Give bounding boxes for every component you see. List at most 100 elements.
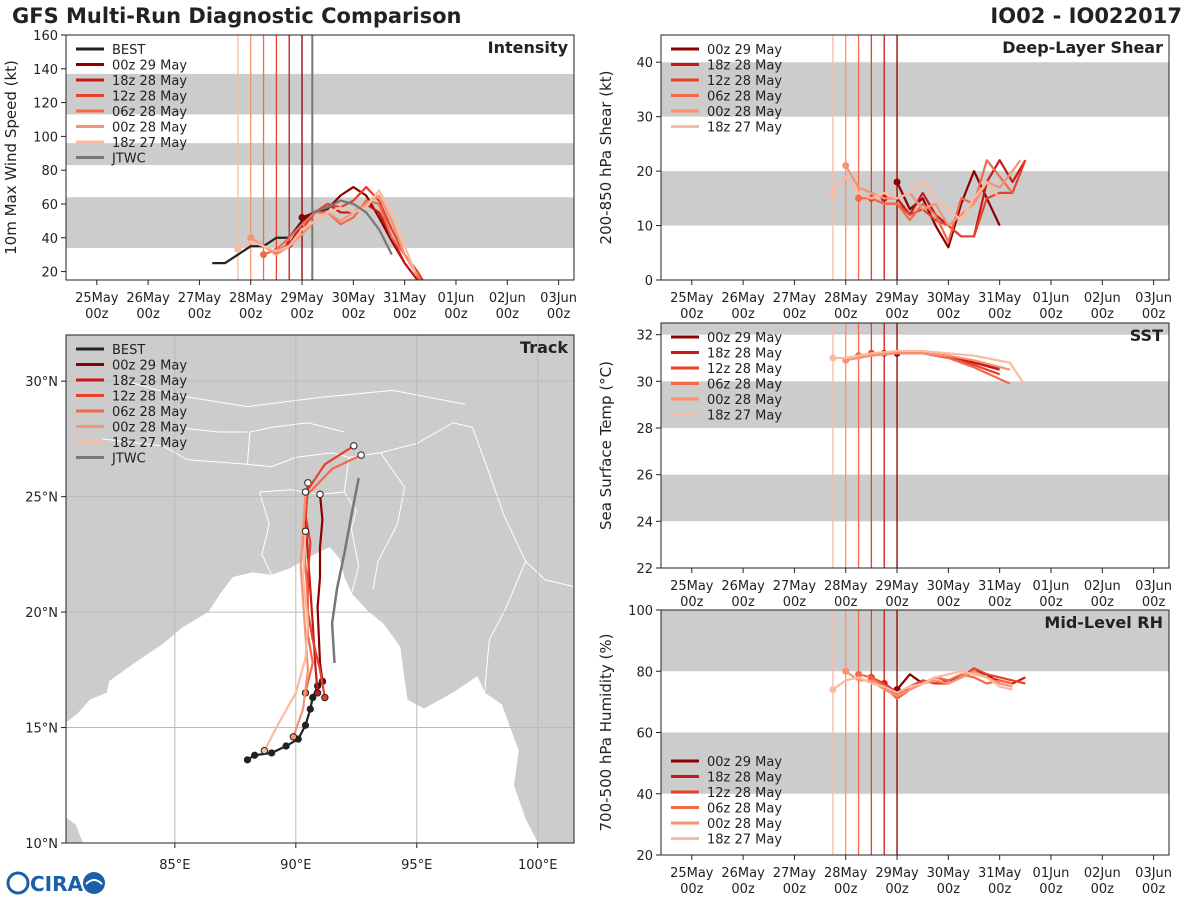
rh-band	[661, 732, 1169, 794]
sst-legend-label: 00z 29 May	[707, 331, 782, 346]
intensity-xtick-label: 27May	[178, 291, 222, 306]
sst-series-line	[845, 352, 1011, 371]
shear-series-line	[832, 175, 1016, 222]
intensity-xtick-label: 28May	[229, 291, 273, 306]
intensity-xtick-label: 00z	[290, 307, 314, 322]
track-legend-label: BEST	[112, 343, 145, 358]
shear-legend-label: 00z 28 May	[707, 105, 782, 120]
shear-series-marker	[855, 194, 863, 202]
intensity-legend-label: 00z 29 May	[112, 59, 187, 74]
sst-band	[661, 323, 1169, 335]
track-line	[263, 531, 310, 752]
country-border	[471, 427, 574, 588]
track-line	[316, 494, 324, 682]
intensity-xtick-label: 00z	[342, 307, 366, 322]
shear-xtick-label: 29May	[875, 291, 919, 306]
track-marker	[357, 451, 365, 459]
shear-xtick-label: 03Jun	[1135, 291, 1172, 306]
shear-xtick-label: 00z	[1091, 307, 1115, 322]
track-ytick-label: 10°N	[25, 837, 58, 852]
intensity-panel: 2040608010012014016025May00z26May00z27Ma…	[2, 29, 577, 322]
intensity-ytick-label: 120	[33, 97, 58, 112]
rh-xtick-label: 31May	[978, 866, 1022, 881]
shear-series-marker	[829, 189, 837, 197]
rh-xtick-label: 00z	[988, 882, 1012, 897]
rh-legend-label: 18z 28 May	[707, 771, 782, 786]
rh-xtick-label: 00z	[1091, 882, 1115, 897]
rh-xtick-label: 00z	[680, 882, 704, 897]
shear-xtick-label: 02Jun	[1084, 291, 1121, 306]
sst-ytick-label: 30	[636, 375, 653, 390]
intensity-xtick-label: 00z	[393, 307, 417, 322]
track-frame	[65, 334, 575, 844]
intensity-legend-label: 18z 28 May	[112, 74, 187, 89]
track-line	[304, 444, 355, 698]
track-marker	[251, 751, 259, 759]
track-panel: 85°E 90°E 95°E 100°E 10°N 15°N 20°N 25°N 30°N Tra…	[25, 334, 575, 873]
shear-xtick-label: 00z	[1039, 307, 1063, 322]
sst-xtick-label: 00z	[1091, 595, 1115, 610]
track-xtick-label: 100°E	[518, 858, 558, 873]
track-marker	[306, 705, 314, 713]
track-marker	[313, 689, 322, 697]
rh-series-marker	[842, 667, 850, 675]
shear-series-marker	[842, 162, 850, 170]
sst-ytick-label: 22	[636, 562, 653, 577]
intensity-ytick-label: 140	[33, 63, 58, 78]
track-marker	[301, 527, 310, 535]
intensity-ytick-label: 100	[33, 130, 58, 145]
track-ytick-label: 15°N	[25, 722, 58, 737]
shear-ylabel: 200-850 hPa Shear (kt)	[597, 71, 615, 245]
intensity-series-marker	[234, 246, 242, 254]
cira-logo: CIRA	[6, 866, 106, 898]
country-border	[246, 422, 345, 465]
rh-xtick-label: 00z	[885, 882, 909, 897]
sst-xtick-label: 01Jun	[1033, 579, 1070, 594]
shear-xtick-label: 01Jun	[1033, 291, 1070, 306]
rh-xtick-label: 00z	[937, 882, 961, 897]
sst-legend-label: 12z 28 May	[707, 362, 782, 377]
country-border	[259, 491, 273, 576]
rh-band	[661, 610, 1169, 672]
rh-xtick-label: 02Jun	[1084, 866, 1121, 881]
intensity-xtick-label: 29May	[280, 291, 324, 306]
rh-xtick-label: 03Jun	[1135, 866, 1172, 881]
sst-xtick-label: 03Jun	[1135, 579, 1172, 594]
intensity-series-line	[311, 199, 393, 256]
intensity-band	[66, 197, 574, 248]
rh-panel: 2040608010025May00z26May00z27May00z28May…	[597, 604, 1172, 897]
track-xtick-label: 95°E	[401, 858, 432, 873]
sst-frame	[660, 322, 1170, 569]
track-marker	[268, 749, 276, 757]
rh-xtick-label: 27May	[773, 866, 817, 881]
sst-band	[661, 381, 1169, 428]
rh-xtick-label: 00z	[731, 882, 755, 897]
rh-xtick-label: 30May	[927, 866, 971, 881]
intensity-xtick-label: 00z	[496, 307, 520, 322]
intensity-xtick-label: 03Jun	[540, 291, 577, 306]
sst-xtick-label: 00z	[988, 595, 1012, 610]
sst-title: SST	[1130, 326, 1163, 345]
intensity-xtick-label: 00z	[547, 307, 571, 322]
sst-xtick-label: 00z	[783, 595, 807, 610]
rh-title: Mid-Level RH	[1044, 613, 1163, 632]
sst-legend-label: 06z 28 May	[707, 378, 782, 393]
shear-xtick-label: 00z	[988, 307, 1012, 322]
track-marker	[316, 490, 324, 499]
rh-legend-label: 12z 28 May	[707, 786, 782, 801]
shear-legend-label: 18z 28 May	[707, 59, 782, 74]
intensity-ytick-label: 80	[41, 164, 58, 179]
country-border	[126, 380, 466, 408]
shear-panel: 01020304025May00z26May00z27May00z28May00…	[597, 34, 1172, 322]
intensity-xtick-label: 26May	[126, 291, 170, 306]
shear-xtick-label: 27May	[773, 291, 817, 306]
rh-series-marker	[829, 686, 837, 694]
logo-text: CIRA	[30, 872, 84, 896]
shear-xtick-label: 00z	[731, 307, 755, 322]
intensity-legend-label: JTWC	[111, 152, 146, 167]
rh-xtick-label: 26May	[721, 866, 765, 881]
intensity-ytick-label: 40	[41, 232, 58, 247]
